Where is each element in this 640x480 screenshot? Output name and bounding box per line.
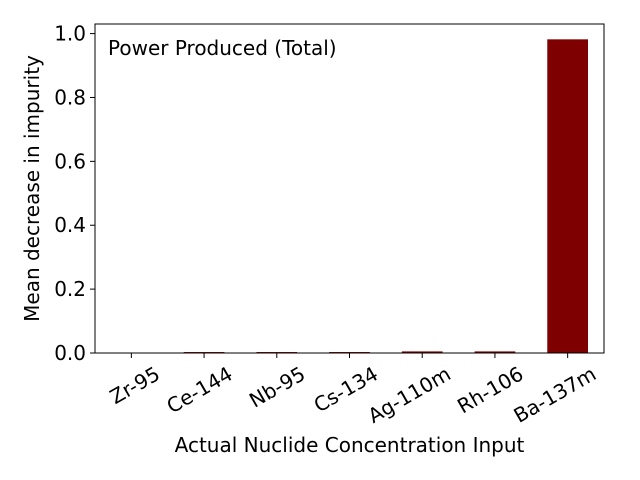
y-tick-label: 1.0 (54, 22, 86, 46)
bar-ag-110m (401, 351, 443, 353)
chart-annotation: Power Produced (Total) (108, 36, 337, 60)
x-axis-label: Actual Nuclide Concentration Input (175, 433, 525, 457)
y-tick-label: 0.4 (54, 213, 86, 237)
bar-ba-137m (547, 39, 589, 354)
x-tick-label: Ce-144 (163, 362, 237, 419)
y-tick-label: 0.6 (54, 149, 86, 173)
x-tick-label: Ba-137m (509, 362, 600, 428)
y-axis-label: Mean decrease in impurity (20, 55, 44, 322)
y-tick-label: 0.2 (54, 277, 86, 301)
y-ticks-group: 0.0 0.2 0.4 0.6 0.8 1.0 (54, 22, 95, 365)
x-tick-label: Zr-95 (106, 362, 164, 409)
x-tick-label: Ag-110m (364, 362, 455, 428)
plot-frame (94, 23, 605, 354)
x-tick-label: Nb-95 (245, 362, 309, 413)
y-tick-label: 0.0 (54, 341, 86, 365)
y-tick-label: 0.8 (54, 85, 86, 109)
bar-rh-106 (474, 351, 516, 353)
bars-group (183, 39, 589, 354)
